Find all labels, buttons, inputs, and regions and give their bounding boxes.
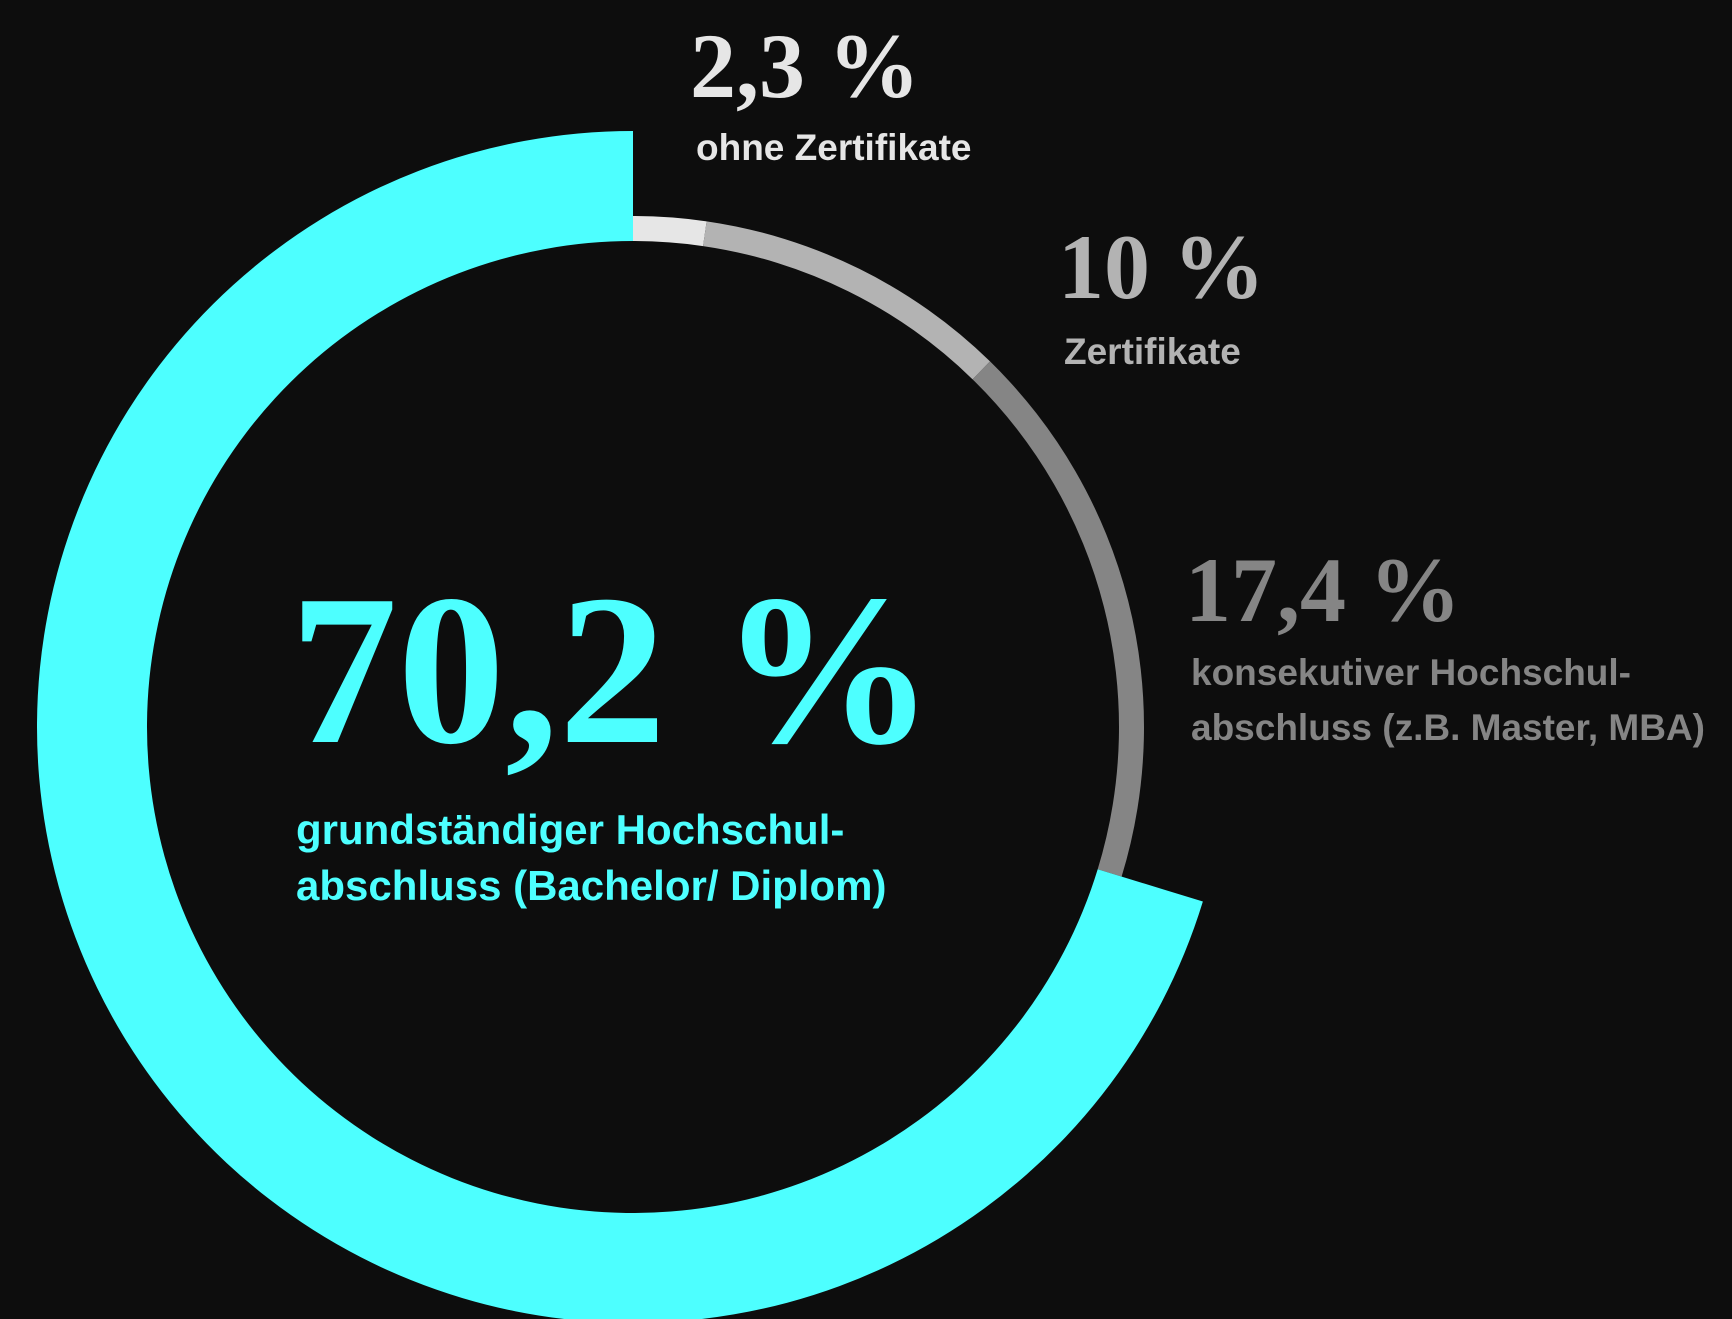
value-label: 10 %	[1058, 216, 1265, 318]
donut-segment	[972, 361, 1144, 877]
category-line: abschluss (Bachelor/ Diplom)	[296, 862, 886, 909]
category-line: abschluss (z.B. Master, MBA)	[1191, 707, 1705, 748]
category-line: konsekutiver Hochschul-	[1191, 652, 1631, 693]
value-label: 70,2 %	[290, 550, 935, 789]
category-label: grundständiger Hochschul-abschluss (Bach…	[296, 806, 886, 909]
category-line: ohne Zertifikate	[696, 127, 972, 168]
category-label: ohne Zertifikate	[696, 127, 972, 168]
category-line: Zertifikate	[1064, 331, 1241, 372]
category-label: konsekutiver Hochschul-abschluss (z.B. M…	[1191, 652, 1705, 748]
category-label: Zertifikate	[1064, 331, 1241, 372]
category-line: grundständiger Hochschul-	[296, 806, 844, 853]
donut-segment	[703, 221, 991, 380]
donut-segment	[633, 216, 707, 247]
value-label: 17,4 %	[1185, 539, 1461, 641]
value-label: 2,3 %	[690, 15, 920, 117]
